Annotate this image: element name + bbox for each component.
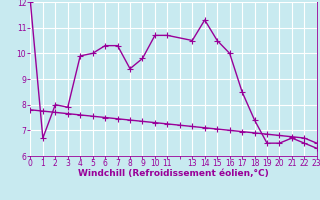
X-axis label: Windchill (Refroidissement éolien,°C): Windchill (Refroidissement éolien,°C) <box>78 169 269 178</box>
